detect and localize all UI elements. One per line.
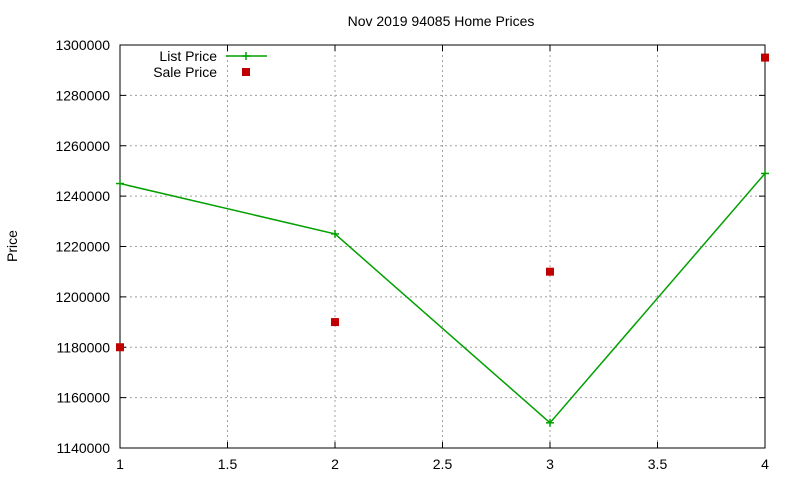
y-tick-label: 1280000 xyxy=(55,87,110,103)
legend-plus-marker xyxy=(242,52,250,60)
y-tick-label: 1160000 xyxy=(57,390,111,406)
x-tick-label: 1.5 xyxy=(218,456,238,472)
y-tick-label: 1200000 xyxy=(55,289,110,305)
x-tick-label: 3.5 xyxy=(648,456,668,472)
series-layer xyxy=(116,53,769,427)
x-tick-label: 3 xyxy=(546,456,554,472)
x-tick-label: 1 xyxy=(116,456,124,472)
list-price-point xyxy=(116,179,124,188)
sale-price-point xyxy=(331,318,339,327)
y-tick-label: 1180000 xyxy=(57,339,111,355)
legend-square-marker xyxy=(242,68,250,76)
sale-price-point xyxy=(546,267,554,276)
y-tick-label: 1220000 xyxy=(55,239,110,255)
y-axis-label: Price xyxy=(4,230,20,262)
tick-layer: 1 1.5 2 2.5 3 3.5 4 1140000 1160000 1180000 120000… xyxy=(55,37,769,472)
y-tick-label: 1260000 xyxy=(55,138,110,154)
legend-label: List Price xyxy=(159,48,217,64)
x-tick-label: 4 xyxy=(761,456,769,472)
grid-layer xyxy=(120,45,765,448)
list-price-point xyxy=(546,418,554,427)
legend-label: Sale Price xyxy=(153,64,217,80)
y-tick-label: 1240000 xyxy=(55,188,110,204)
list-price-line xyxy=(119,172,766,424)
y-tick-label: 1140000 xyxy=(57,440,111,456)
list-price-point xyxy=(331,229,339,238)
x-tick-label: 2.5 xyxy=(433,456,453,472)
x-tick-label: 2 xyxy=(331,456,339,472)
y-tick-label: 1300000 xyxy=(55,37,110,53)
chart-title: Nov 2019 94085 Home Prices xyxy=(348,13,535,29)
sale-price-point xyxy=(761,53,769,62)
sale-price-point xyxy=(116,343,124,352)
list-price-point xyxy=(761,169,769,178)
